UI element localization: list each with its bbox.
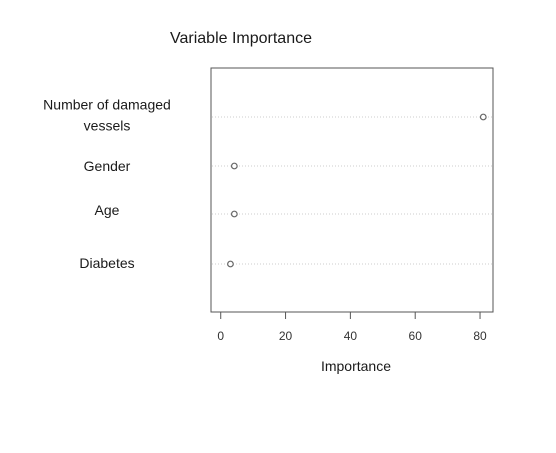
category-label: Diabetes (79, 255, 134, 271)
data-point (479, 113, 487, 121)
plot-frame (210, 67, 494, 313)
data-point (230, 162, 238, 170)
data-points (227, 113, 487, 268)
category-label-line: Diabetes (79, 255, 134, 271)
category-label: Gender (84, 158, 131, 174)
guide-lines (212, 116, 492, 265)
x-tick-label: 20 (279, 329, 293, 343)
category-label-line: Age (95, 202, 120, 218)
x-tick-label: 80 (473, 329, 487, 343)
chart-title: Variable Importance (170, 30, 312, 47)
data-point (230, 210, 238, 218)
x-tick-label: 40 (344, 329, 358, 343)
category-label: Age (95, 202, 120, 218)
category-labels: Number of damaged vessels Gender Age Diabete… (43, 97, 171, 272)
data-point (227, 260, 234, 268)
x-axis-title: Importance (321, 358, 391, 374)
category-label-line: Gender (84, 158, 131, 174)
category-label-line: vessels (84, 118, 131, 134)
category-label-line: Number of damaged (43, 97, 171, 113)
x-axis-ticks: 0 20 40 60 80 (217, 312, 487, 343)
x-tick-label: 0 (217, 329, 224, 343)
x-tick-label: 60 (409, 329, 423, 343)
category-label: Number of damaged vessels (43, 97, 171, 134)
